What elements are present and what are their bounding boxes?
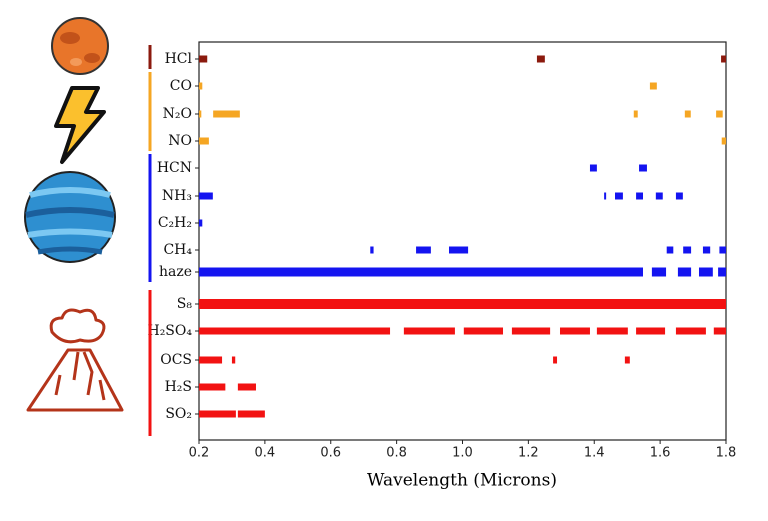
segment	[448, 246, 469, 254]
species-label: H₂SO₄	[147, 323, 192, 339]
segment	[636, 192, 643, 200]
segment	[199, 192, 213, 200]
x-tick-label: 1.2	[518, 446, 539, 461]
segment	[199, 410, 236, 418]
ocean-planet-icon	[24, 171, 116, 263]
x-tick-label: 0.6	[320, 446, 341, 461]
x-tick-label: 1.6	[650, 446, 671, 461]
segment	[536, 55, 545, 63]
segment	[684, 110, 691, 118]
species-label: NO	[168, 133, 192, 149]
segment	[719, 246, 726, 254]
segment	[199, 356, 223, 364]
segment	[463, 327, 504, 335]
segment	[559, 327, 590, 335]
species-label: NH₃	[162, 188, 192, 204]
segment	[237, 410, 265, 418]
segment	[677, 267, 692, 277]
segment	[683, 246, 692, 254]
segment	[716, 110, 723, 118]
segment	[655, 192, 663, 200]
segment	[199, 219, 203, 227]
x-tick-label: 1.8	[716, 446, 737, 461]
species-label: HCN	[157, 160, 192, 176]
species-label: S₈	[177, 296, 193, 312]
segment	[649, 82, 657, 90]
segment	[370, 246, 374, 254]
segment	[702, 246, 711, 254]
segment	[615, 192, 623, 200]
segment	[604, 192, 607, 200]
segment	[511, 327, 551, 335]
segment	[199, 110, 202, 118]
species-label: HCl	[165, 51, 193, 67]
segment	[675, 192, 683, 200]
x-tick-label: 0.4	[255, 446, 276, 461]
species-label: OCS	[160, 352, 192, 368]
segment	[721, 137, 726, 145]
segment	[639, 164, 647, 172]
segment	[675, 327, 706, 335]
segment	[633, 110, 638, 118]
segment	[237, 383, 256, 391]
x-axis-label: Wavelength (Microns)	[367, 471, 557, 491]
segment	[199, 383, 226, 391]
species-label: N₂O	[163, 106, 192, 122]
segment	[199, 137, 209, 145]
x-tick-label: 0.8	[386, 446, 407, 461]
species-label: SO₂	[165, 406, 192, 422]
segment	[713, 327, 726, 335]
species-label: haze	[159, 264, 192, 280]
segment	[589, 164, 597, 172]
segment	[666, 246, 674, 254]
x-tick-label: 1.4	[584, 446, 605, 461]
plot-frame	[198, 41, 727, 441]
segment	[199, 299, 726, 309]
mars-icon	[51, 17, 109, 75]
segment	[403, 327, 455, 335]
x-tick-label: 0.2	[189, 446, 210, 461]
segment	[651, 267, 667, 277]
segment	[698, 267, 713, 277]
segment	[718, 267, 726, 277]
segment	[213, 110, 240, 118]
x-tick-label: 1.0	[452, 446, 473, 461]
segment	[199, 55, 208, 63]
lightning-icon	[54, 86, 106, 164]
species-label: CH₄	[163, 242, 192, 258]
segment	[553, 356, 558, 364]
volcano-icon	[26, 308, 124, 412]
species-label: H₂S	[165, 379, 192, 395]
species-label: C₂H₂	[158, 215, 192, 231]
segment	[231, 356, 236, 364]
segment	[721, 55, 726, 63]
segment	[199, 82, 203, 90]
species-label: CO	[170, 78, 192, 94]
segment	[596, 327, 628, 335]
segment	[199, 327, 391, 335]
segment	[624, 356, 630, 364]
segment	[416, 246, 431, 254]
segment	[636, 327, 666, 335]
segment	[199, 267, 643, 277]
